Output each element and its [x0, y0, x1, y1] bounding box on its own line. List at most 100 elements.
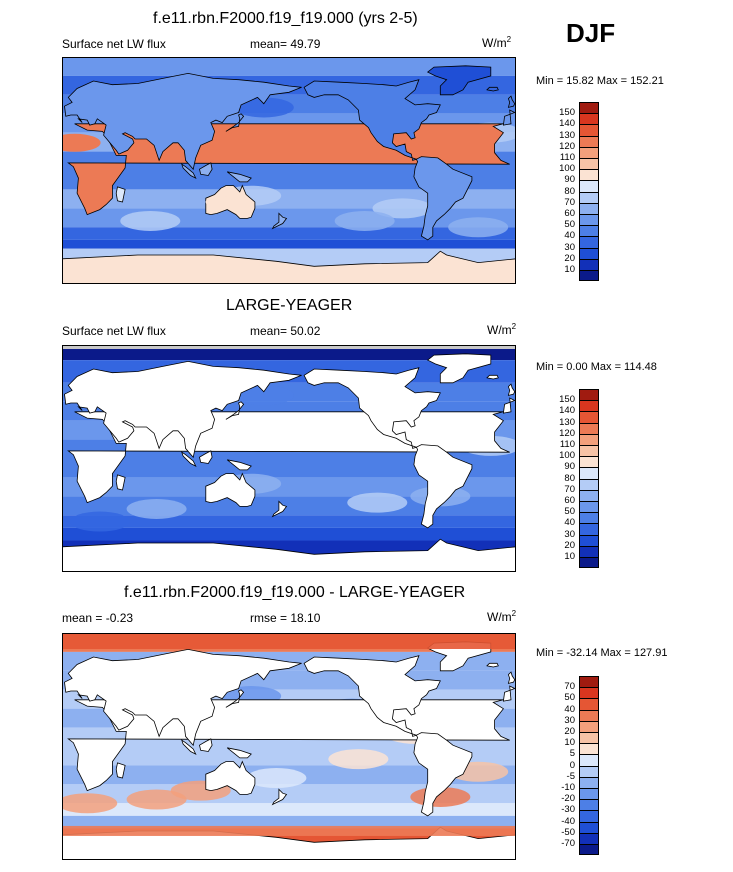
- panel-1-colorbar: 150 140 130 120 110 100 90 80 70 60 50 40 30 20 10: [559, 102, 599, 282]
- panel-3-map: [62, 633, 516, 860]
- colorbar-tick-label: 100: [559, 163, 575, 175]
- colorbar-swatch: [579, 411, 599, 423]
- colorbar-tick-label: 110: [559, 439, 575, 450]
- colorbar-swatch: [579, 788, 599, 800]
- land-nz: [271, 212, 288, 230]
- colorbar-swatch: [579, 456, 599, 468]
- colorbar-tick-label: 150: [559, 107, 575, 119]
- colorbar-tick-label: -40: [561, 815, 575, 827]
- map-svg: [62, 345, 516, 572]
- field-blob: [347, 492, 408, 513]
- colorbar-tick-label: 150: [559, 394, 575, 406]
- land-eurasia: [64, 72, 302, 171]
- panel-1-left-label: Surface net LW flux: [62, 37, 166, 51]
- colorbar-swatch: [579, 158, 599, 170]
- map-svg: [62, 633, 516, 860]
- ocean-band: [62, 527, 516, 541]
- field-blob: [328, 749, 389, 770]
- land-australia: [205, 472, 256, 507]
- colorbar-swatch: [579, 445, 599, 457]
- land-borneo: [199, 450, 213, 464]
- land-iceland: [486, 86, 499, 92]
- colorbar-tick-label: 40: [564, 703, 575, 715]
- panel-1-center-label: mean= 49.79: [250, 37, 321, 51]
- colorbar-tick-label: 0: [569, 759, 575, 771]
- colorbar-tick-label: -30: [561, 804, 575, 816]
- ocean-band: [62, 477, 516, 497]
- colorbar-tick-label: 20: [564, 726, 575, 737]
- land-borneo: [199, 738, 213, 752]
- land-sumatra: [181, 451, 197, 468]
- colorbar-tick-label: 10: [564, 737, 575, 749]
- field-blob: [334, 210, 395, 231]
- map-frame: [62, 633, 516, 860]
- colorbar-swatch: [579, 169, 599, 181]
- land-madagascar: [115, 762, 126, 779]
- colorbar-tick-label: 110: [559, 152, 575, 163]
- colorbar-swatch: [579, 191, 599, 203]
- colorbar-tick-label: 140: [559, 118, 575, 130]
- land-uk: [507, 95, 516, 108]
- colorbar-tick-label: 90: [564, 174, 575, 186]
- panel-2-units: W/m2: [487, 322, 517, 337]
- colorbar-tick-label: 90: [564, 461, 575, 473]
- land-newguinea: [226, 459, 252, 471]
- land-australia: [205, 760, 256, 795]
- colorbar-swatch: [579, 810, 599, 822]
- colorbar-swatch: [579, 180, 599, 192]
- colorbar-tick-label: 130: [559, 416, 575, 428]
- colorbar-swatch: [579, 676, 599, 688]
- colorbar-swatch: [579, 146, 599, 158]
- ocean-band: [62, 515, 516, 528]
- land-iceland: [486, 662, 499, 668]
- colorbar-swatch: [579, 214, 599, 226]
- colorbar-tick-label: 60: [564, 495, 575, 506]
- panel-2-title: LARGE-YEAGER: [226, 297, 353, 314]
- colorbar-tick-label: 100: [559, 450, 575, 462]
- colorbar-swatch: [579, 534, 599, 546]
- field-blob: [62, 133, 101, 152]
- colorbar-swatch: [579, 225, 599, 237]
- colorbar-swatch: [579, 489, 599, 501]
- colorbar-tick-label: -10: [561, 782, 575, 793]
- land-borneo: [199, 162, 213, 176]
- panel-1-minmax: Min = 15.82 Max = 152.21: [536, 75, 664, 87]
- colorbar-tick-label: 70: [564, 196, 575, 208]
- land-nz: [271, 788, 288, 806]
- field-blob: [233, 385, 294, 406]
- colorbar-swatch: [579, 400, 599, 412]
- colorbar-swatch: [579, 557, 599, 569]
- land-eurasia: [64, 360, 302, 459]
- land-greenland: [426, 353, 492, 384]
- land-europe-west: [502, 109, 516, 126]
- panel-3-center-label: rmse = 18.10: [250, 611, 321, 625]
- colorbar-tick-label: 70: [564, 483, 575, 495]
- colorbar-tick-label: 30: [564, 528, 575, 540]
- field-blob: [448, 217, 509, 238]
- field-blob: [62, 793, 118, 814]
- land-sumatra: [181, 739, 197, 756]
- colorbar-swatch: [579, 832, 599, 844]
- colorbar-tick-label: 30: [564, 241, 575, 253]
- colorbar-tick-label: 10: [564, 551, 575, 562]
- colorbar-swatch: [579, 236, 599, 248]
- colorbar-swatch: [579, 765, 599, 777]
- land-antarctica: [62, 250, 516, 284]
- colorbar-tick-label: -50: [561, 826, 575, 838]
- colorbar-swatch: [579, 202, 599, 214]
- panel-1-units: W/m2: [482, 35, 512, 50]
- land-newguinea: [226, 747, 252, 759]
- land-antarctica: [62, 538, 516, 572]
- colorbar-tick-label: 40: [564, 230, 575, 242]
- land-greenland: [426, 65, 492, 96]
- ocean-band: [62, 815, 516, 829]
- panel-3-title: f.e11.rbn.F2000.f19_f19.000 - LARGE-YEAG…: [124, 584, 466, 601]
- ocean-band: [62, 227, 516, 240]
- land-uk: [507, 671, 516, 684]
- panel-3-colorbar: 70 50 40 30 20 10 5 0 -5 -10 -20 -30 -40 -50 -70: [561, 676, 599, 856]
- colorbar-swatch: [579, 743, 599, 755]
- land-madagascar: [115, 186, 126, 203]
- colorbar-tick-label: -70: [561, 838, 575, 849]
- colorbar-swatch: [579, 389, 599, 401]
- land-eurasia: [64, 648, 302, 747]
